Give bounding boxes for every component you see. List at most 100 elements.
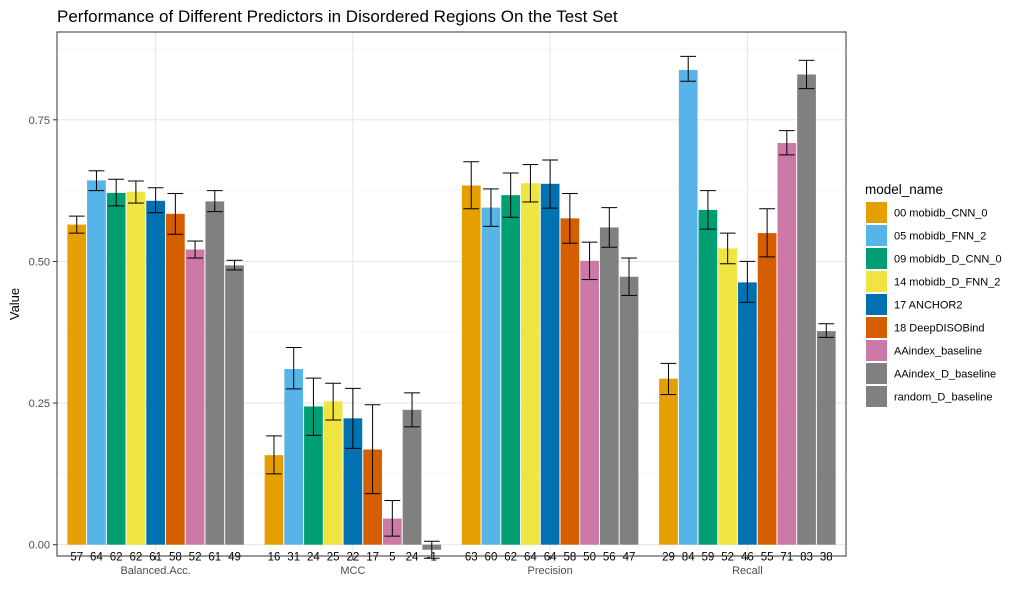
bar (146, 200, 165, 545)
x-tick-label: Precision (528, 565, 573, 577)
bar-value-label: 49 (228, 552, 241, 564)
bar-value-label: 63 (465, 552, 478, 564)
bar (323, 401, 343, 545)
y-tick-label: 0.75 (29, 115, 50, 127)
bar-value-label: 64 (524, 552, 537, 564)
legend-label: 05 mobidb_FNN_2 (894, 231, 986, 243)
bar-value-label: 50 (583, 552, 596, 564)
legend-label: 00 mobidb_CNN_0 (894, 208, 988, 220)
x-tick-label: Recall (732, 565, 763, 577)
bar (363, 449, 382, 545)
bar-value-label: 62 (504, 552, 517, 564)
bar-value-labels: 57 64 62 62 61 58 52 61 49 16 31 24 25 22 17 5 24 -1 63 60 6… (70, 552, 832, 564)
chart-title: Performance of Different Predictors in D… (57, 7, 618, 26)
bar (165, 213, 185, 545)
bar (402, 409, 422, 545)
y-axis-title: Value (7, 288, 22, 320)
bar (738, 282, 757, 545)
bar (501, 195, 521, 545)
legend-key (866, 271, 887, 292)
bar (659, 378, 678, 545)
bar (67, 224, 87, 545)
legend-key (866, 363, 887, 384)
bar-value-label: 83 (800, 552, 813, 564)
bar-value-label: 58 (169, 552, 182, 564)
bar (106, 192, 126, 545)
bar (619, 276, 639, 545)
bar (521, 183, 540, 545)
bar (757, 233, 777, 545)
x-axis: Balanced.Acc. MCC Precision Recall (120, 556, 763, 577)
bar (560, 218, 580, 545)
bar-value-label: 5 (389, 552, 395, 564)
bar-value-label: 56 (603, 552, 616, 564)
bar (225, 265, 244, 545)
bars (67, 69, 836, 550)
y-tick-label: 0.00 (29, 540, 50, 552)
bar (87, 180, 106, 545)
legend-key (866, 294, 887, 315)
bar-value-label: 31 (287, 552, 300, 564)
bar-value-label: 57 (70, 552, 83, 564)
legend-key (866, 202, 887, 223)
bar (816, 331, 836, 545)
bar-value-label: -1 (427, 552, 437, 564)
bar-value-label: 29 (662, 552, 675, 564)
bar-value-label: 24 (406, 552, 419, 564)
bar (777, 143, 797, 545)
x-tick-label: Balanced.Acc. (120, 565, 190, 577)
bar (205, 201, 225, 545)
y-tick-label: 0.50 (29, 256, 50, 268)
bar-value-label: 16 (268, 552, 281, 564)
bar-value-label: 59 (702, 552, 715, 564)
bar (718, 248, 738, 545)
y-axis: 0.00 0.25 0.50 0.75 (29, 115, 57, 552)
bar (343, 418, 363, 545)
error-bars (68, 55, 835, 559)
plot-border (56, 31, 847, 557)
bar (126, 191, 146, 545)
legend-label: AAindex_baseline (894, 346, 982, 358)
bar-value-label: 47 (623, 552, 636, 564)
legend-label: random_D_baseline (894, 392, 992, 404)
bar-value-label: 62 (130, 552, 143, 564)
bar-value-label: 52 (189, 552, 202, 564)
bar (678, 69, 698, 545)
bar-value-label: 62 (110, 552, 123, 564)
legend-key (866, 386, 887, 407)
bar (481, 207, 501, 545)
legend-key (866, 248, 887, 269)
bar-value-label: 24 (307, 552, 320, 564)
bar (580, 260, 599, 545)
legend-title: model_name (865, 182, 943, 197)
bar-value-label: 64 (90, 552, 103, 564)
bar (304, 406, 323, 545)
legend-label: 09 mobidb_D_CNN_0 (894, 254, 1002, 266)
bar (461, 185, 481, 545)
x-tick-label: MCC (340, 565, 365, 577)
legend: model_name 00 mobidb_CNN_0 05 mobidb_FNN_… (865, 182, 1002, 407)
legend-label: 17 ANCHOR2 (894, 300, 962, 312)
bar (284, 369, 304, 545)
bar (797, 74, 816, 545)
y-tick-label: 0.25 (29, 398, 50, 410)
bar-value-label: 71 (780, 552, 793, 564)
legend-label: AAindex_D_baseline (894, 369, 996, 381)
bar-value-label: 38 (820, 552, 833, 564)
bar-value-label: 84 (682, 552, 695, 564)
legend-key (866, 317, 887, 338)
bar (599, 227, 619, 545)
bar-value-label: 60 (485, 552, 498, 564)
bar-value-label: 17 (366, 552, 379, 564)
bar-value-label: 55 (761, 552, 774, 564)
legend-label: 14 mobidb_D_FNN_2 (894, 277, 1000, 289)
bar-value-label: 52 (721, 552, 734, 564)
bar (185, 249, 205, 545)
bar-value-label: 25 (327, 552, 340, 564)
bar (540, 183, 560, 545)
bar-value-label: 61 (208, 552, 221, 564)
bar-value-label: 58 (563, 552, 576, 564)
legend-label: 18 DeepDISOBind (894, 323, 985, 335)
legend-key (866, 340, 887, 361)
